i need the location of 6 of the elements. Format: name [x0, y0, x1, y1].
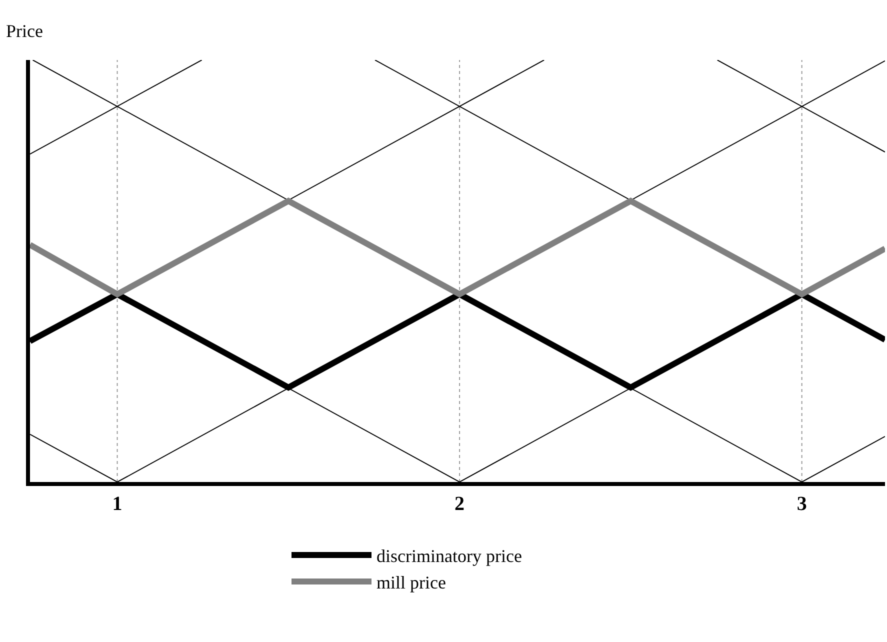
x-tick-label: 1: [112, 493, 122, 515]
y-axis-title: Price: [6, 21, 43, 41]
x-tick-label: 3: [796, 493, 807, 515]
legend-label: discriminatory price: [376, 546, 522, 566]
legend-label: mill price: [376, 572, 446, 592]
x-tick-label: 2: [454, 493, 465, 515]
